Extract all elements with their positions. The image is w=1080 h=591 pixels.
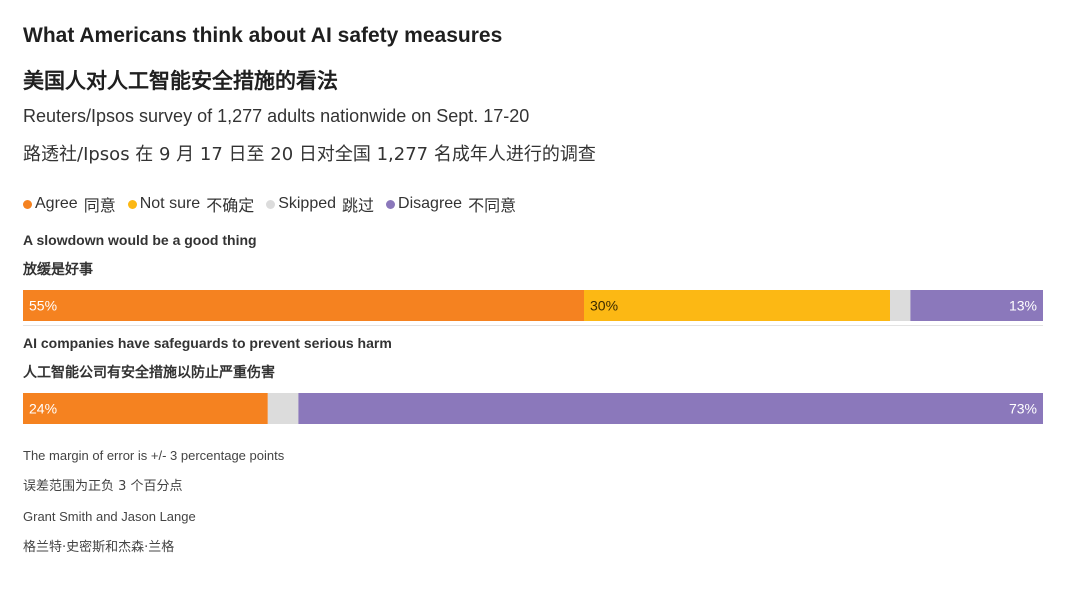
question-label-2: AI companies have safeguards to prevent … — [23, 335, 392, 351]
bar-value-label-agree: 55% — [29, 298, 57, 314]
bar-segment-agree — [23, 393, 268, 424]
credit-line: Grant Smith and Jason Lange — [23, 509, 196, 524]
question-label-1: A slowdown would be a good thing — [23, 232, 257, 248]
legend-label-agree-chinese: 同意 — [83, 196, 116, 215]
legend-label-agree: Agree — [35, 195, 78, 212]
margin-of-error-note: The margin of error is +/- 3 percentage … — [23, 448, 285, 463]
legend-dot-agree — [23, 199, 32, 209]
question-label-2-chinese: 人工智能公司有安全措施以防止严重伤害 — [23, 365, 275, 381]
stacked-bar-1: 55% 30% 13% — [23, 290, 1043, 321]
legend-dot-skipped — [266, 199, 276, 209]
bar-value-label-agree: 24% — [29, 401, 57, 417]
bar-segment-skipped — [267, 393, 299, 424]
row-divider — [23, 325, 1043, 326]
legend-item-skipped: Skipped 跳过 — [266, 192, 374, 216]
legend-item-agree: Agree 同意 — [23, 192, 116, 216]
bar-segment-disagree — [298, 393, 1043, 424]
question-label-1-chinese: 放缓是好事 — [23, 262, 93, 278]
bar-value-label-not-sure: 30% — [590, 298, 618, 314]
legend-label-disagree-chinese: 不同意 — [468, 196, 517, 215]
legend-label-not-sure: Not sure — [139, 195, 201, 212]
credit-line-chinese: 格兰特·史密斯和杰森·兰格 — [23, 540, 175, 555]
legend-label-skipped-chinese: 跳过 — [342, 196, 375, 215]
bar-segment-agree — [23, 290, 584, 321]
chart-subtitle-chinese: 路透社/Ipsos 在 9 月 17 日至 20 日对全国 1,277 名成年人… — [23, 144, 596, 165]
chart-title-chinese: 美国人对人工智能安全措施的看法 — [23, 69, 338, 93]
legend-item-not-sure: Not sure 不确定 — [127, 192, 255, 216]
legend: Agree 同意 Not sure 不确定 Skipped 跳过 Disagre… — [23, 192, 528, 216]
bar-segment-disagree — [910, 290, 1043, 321]
legend-label-not-sure-chinese: 不确定 — [206, 196, 255, 215]
legend-dot-not-sure — [127, 199, 137, 209]
legend-dot-disagree — [386, 199, 396, 209]
bar-segment-not-sure — [584, 290, 890, 321]
legend-item-disagree: Disagree 不同意 — [386, 192, 516, 216]
bar-value-label-disagree: 73% — [1009, 401, 1037, 417]
chart-subtitle: Reuters/Ipsos survey of 1,277 adults nat… — [23, 106, 530, 126]
legend-label-skipped: Skipped — [278, 195, 337, 212]
bar-value-label-disagree: 13% — [1009, 298, 1037, 314]
margin-of-error-note-chinese: 误差范围为正负 3 个百分点 — [23, 479, 183, 494]
bar-segment-skipped — [890, 290, 911, 321]
legend-label-disagree: Disagree — [398, 195, 463, 212]
chart-title: What Americans think about AI safety mea… — [23, 24, 503, 47]
stacked-bar-2: 24% 73% — [23, 393, 1043, 424]
